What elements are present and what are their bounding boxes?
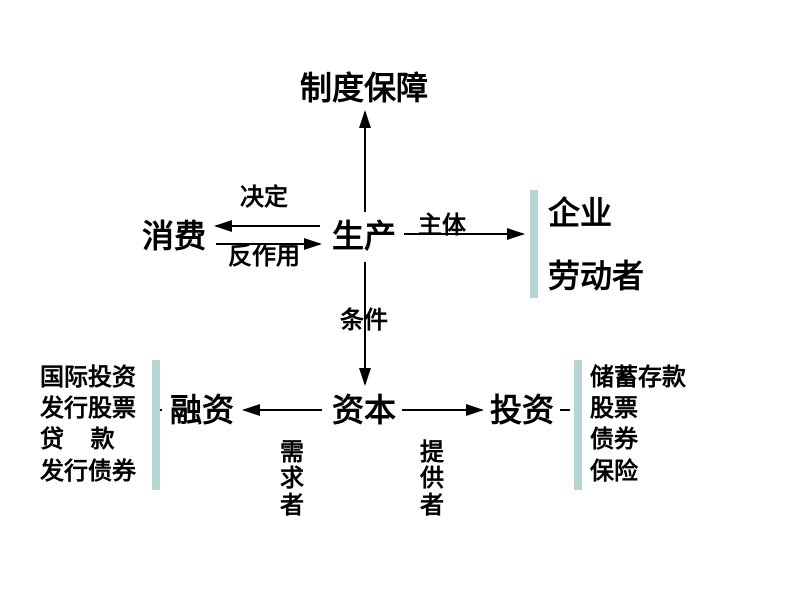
node-top: 制度保障 (300, 70, 428, 107)
node-capital: 资本 (332, 392, 396, 429)
label-condition: 条件 (340, 308, 388, 334)
label-demander: 需 求 者 (280, 440, 304, 519)
node-finance: 融资 (170, 392, 234, 429)
label-react: 反作用 (228, 244, 300, 270)
label-supplier: 提 供 者 (420, 440, 444, 519)
node-enterprise: 企业 (548, 195, 612, 232)
divider-left (152, 360, 160, 490)
divider-main (530, 190, 538, 298)
divider-rightinv (574, 360, 582, 490)
node-consume: 消费 (142, 218, 206, 255)
node-invest: 投资 (490, 392, 554, 429)
group-right-invest: 储蓄存款 股票 债券 保险 (590, 362, 686, 487)
label-decide: 决定 (240, 185, 288, 211)
node-worker: 劳动者 (548, 258, 644, 295)
node-produce: 生产 (332, 218, 396, 255)
label-subject: 主体 (418, 213, 466, 239)
group-left-finance: 国际投资 发行股票 贷 款 发行债券 (40, 362, 136, 487)
